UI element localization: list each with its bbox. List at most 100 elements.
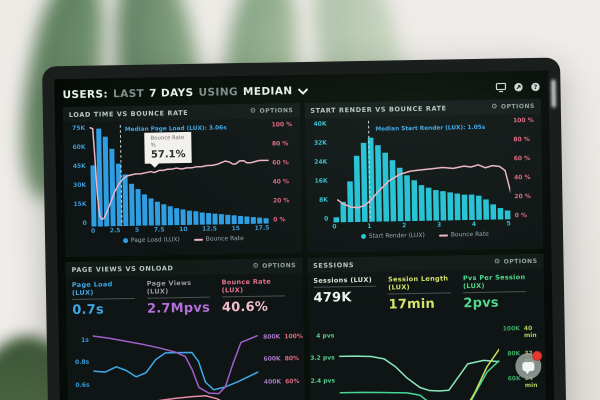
y-axis-left: 75K 60K 45K 30K 15K 0 — [63, 125, 91, 227]
tick: 60 % — [272, 159, 289, 167]
tick: 100 % — [271, 121, 293, 129]
chart-plot[interactable] — [93, 319, 259, 400]
legend-dot — [360, 233, 366, 239]
legend-dot — [122, 238, 128, 244]
notification-dot — [532, 350, 543, 362]
chevron-down-icon — [297, 87, 309, 95]
tick: 0 — [82, 219, 87, 227]
options-button[interactable]: ⚙ OPTIONS — [493, 257, 538, 266]
tick: 4 — [471, 220, 477, 229]
legend: Page Load (LUX) Bounce Rate — [65, 234, 302, 245]
legend-item-page-load[interactable]: Page Load (LUX) — [122, 236, 180, 244]
tick: 1s — [81, 336, 89, 345]
tick: 15 — [231, 225, 240, 233]
filter-users-label: USERS: — [62, 88, 109, 102]
tick: 2.5 — [109, 227, 121, 235]
display-icon[interactable] — [495, 82, 507, 93]
panel-sessions: SESSIONS ⚙ OPTIONS Sessions (LUX) 479K Se… — [306, 253, 547, 400]
panel-title: PAGE VIEWS VS ONLOAD — [71, 263, 174, 274]
help-icon[interactable]: ? — [530, 82, 540, 92]
tick: 600K — [263, 355, 281, 364]
share-icon[interactable] — [513, 82, 523, 92]
start-render-chart — [333, 117, 511, 223]
options-button[interactable]: ⚙ OPTIONS — [249, 106, 294, 115]
filter-median-label: MEDIAN — [242, 85, 293, 99]
filter-last-label: LAST — [112, 87, 145, 101]
bezel-reflection — [551, 79, 556, 108]
tick: 60K — [507, 375, 521, 383]
metric-row: Page Load (LUX) 0.7s Page Views (LUX) 2.… — [66, 273, 303, 320]
gear-icon: ⚙ — [491, 102, 499, 111]
legend-item-bounce-rate[interactable]: Bounce Rate — [193, 235, 244, 243]
dashboard-grid: LOAD TIME VS BOUNCE RATE ⚙ OPTIONS 75K 60… — [62, 98, 547, 400]
tick: 100% — [284, 333, 303, 341]
options-button[interactable]: ⚙ OPTIONS — [252, 261, 297, 270]
tick: 1 — [367, 222, 372, 230]
filter-bar: USERS: LAST 7 DAYS USING MEDIAN ? — [62, 77, 540, 105]
legend: Start Render (LUX) Bounce Rate — [307, 230, 544, 241]
tick: 20 % — [272, 197, 290, 205]
tick: 0 % — [273, 216, 286, 224]
tick: 4 pvs — [316, 332, 335, 340]
tick: 0 — [323, 215, 329, 223]
y-axis-right: 100 % 80 % 60 % 40 % 20 % 0 % — [268, 121, 302, 224]
panel-page-views: PAGE VIEWS VS ONLOAD ⚙ OPTIONS Page Load … — [65, 258, 305, 400]
legend-dash — [193, 238, 203, 241]
metric-page-views: Page Views (LUX) 2.7Mpvs — [146, 278, 211, 317]
tick: 75K — [72, 124, 86, 133]
tick: 40 % — [513, 174, 531, 182]
monitor-bezel: USERS: LAST 7 DAYS USING MEDIAN ? — [42, 57, 567, 400]
legend-item-start-render[interactable]: Start Render (LUX) — [360, 232, 425, 240]
legend-item-bounce-rate[interactable]: Bounce Rate — [438, 231, 489, 239]
gear-icon: ⚙ — [493, 257, 501, 266]
panel-header: LOAD TIME VS BOUNCE RATE ⚙ OPTIONS — [62, 103, 300, 123]
bounce-tooltip: Bounce Rate % 57.1% — [144, 132, 192, 165]
y-axis-right: 100 % 80 % 60 % 40 % 20 % 0 % — [509, 117, 543, 220]
y-axis-left: 4 pvs 3.2 pvs 2.4 pvs 1.6 pvs — [308, 317, 340, 400]
tick: 24K — [314, 158, 328, 166]
panel-title: LOAD TIME VS BOUNCE RATE — [68, 108, 189, 119]
sessions-chart — [338, 315, 500, 400]
chart-plot[interactable]: Median Start Render (LUX): 1.05s — [331, 117, 511, 223]
metric-page-load: Page Load (LUX) 0.7s — [71, 279, 147, 318]
chart-plot[interactable] — [338, 315, 500, 400]
panel-title: START RENDER VS BOUNCE RATE — [310, 103, 447, 115]
tick: 45K — [72, 162, 86, 170]
metric-pvs-per-session: Pvs Per Session (LUX) 2pvs — [462, 273, 527, 312]
panel-title: SESSIONS — [312, 260, 355, 270]
gear-icon: ⚙ — [249, 106, 257, 115]
chart-plot[interactable]: Median Page Load (LUX): 3.06s Bounce Rat… — [89, 122, 269, 227]
tick: 8K — [319, 196, 328, 204]
panel-load-time: LOAD TIME VS BOUNCE RATE ⚙ OPTIONS 75K 60… — [62, 103, 302, 258]
tick: 80% — [284, 355, 300, 363]
users-filter-dropdown[interactable]: USERS: LAST 7 DAYS USING MEDIAN — [62, 85, 309, 102]
tick: 0.8s — [74, 359, 90, 367]
dashboard-screen: USERS: LAST 7 DAYS USING MEDIAN ? — [54, 70, 555, 400]
gear-icon: ⚙ — [252, 261, 260, 270]
filter-using-label: USING — [198, 86, 239, 99]
tick: 0 — [90, 227, 96, 235]
tick: 60 % — [513, 155, 531, 163]
tick: 12.5 — [202, 225, 217, 233]
tick: 15K — [73, 200, 87, 208]
tick: 0 % — [514, 212, 528, 220]
tick: 0.6s — [75, 381, 90, 389]
tick: 10 — [179, 226, 188, 234]
metric-row: Sessions (LUX) 479K Session Length (LUX)… — [307, 269, 544, 316]
y-axis-left: 1s 0.8s 0.6s 0.4s — [67, 322, 95, 400]
svg-text:?: ? — [534, 84, 538, 91]
chart-area: 75K 60K 45K 30K 15K 0 Median Page Load (… — [63, 121, 301, 227]
tick: 60% — [285, 377, 300, 385]
tick: 5 — [134, 226, 140, 234]
chat-bubble-icon — [522, 361, 535, 371]
tick: 80 % — [513, 136, 530, 144]
tick: 5 — [506, 220, 511, 228]
legend-dash — [438, 233, 448, 237]
options-button[interactable]: ⚙ OPTIONS — [491, 102, 535, 111]
tick: 2.4 pvs — [310, 377, 336, 385]
tick: 2 — [402, 222, 407, 230]
filter-range-label: 7 DAYS — [149, 86, 194, 100]
